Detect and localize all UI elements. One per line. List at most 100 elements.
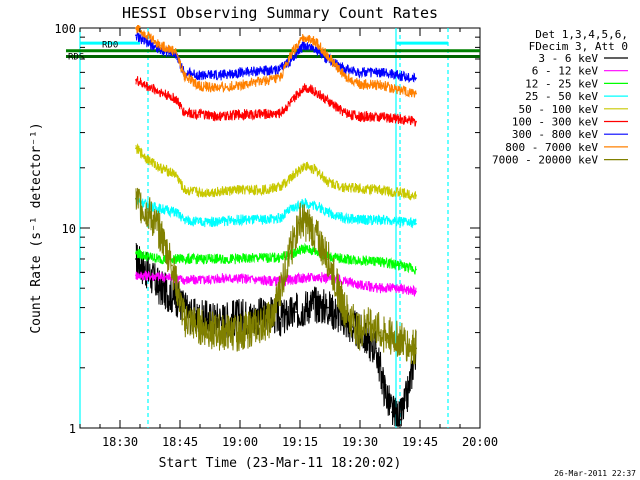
series-trace (135, 242, 417, 275)
legend-header: FDecim 3, Att 0 (529, 40, 628, 53)
data-point (399, 418, 401, 421)
data-point (343, 258, 345, 260)
data-point (287, 258, 289, 260)
data-point (183, 318, 185, 321)
data-point (299, 277, 301, 280)
data-point (379, 83, 381, 86)
data-point (315, 41, 317, 44)
data-point (399, 220, 401, 223)
plot-frame (79, 27, 481, 429)
y-tick-label: 10 (62, 222, 76, 236)
data-point (159, 90, 161, 93)
data-point (279, 217, 281, 220)
data-point (259, 218, 261, 221)
data-point (415, 194, 417, 197)
data-point (219, 87, 221, 90)
data-point (175, 258, 177, 260)
data-point (147, 158, 149, 161)
data-point (391, 411, 393, 414)
data-point (399, 287, 401, 290)
data-point (315, 250, 317, 253)
data-point (239, 277, 241, 280)
data-point (359, 83, 361, 86)
y-tick-label: 1 (69, 422, 76, 436)
data-point (143, 40, 145, 43)
data-point (199, 279, 201, 281)
rd0-label: RD0 (102, 41, 118, 51)
data-point (135, 197, 137, 200)
data-point (239, 189, 241, 191)
data-point (359, 331, 361, 334)
data-point (379, 260, 381, 263)
data-point (219, 258, 221, 260)
series-layer (135, 24, 417, 427)
data-point (219, 190, 221, 193)
series-trace (135, 195, 417, 229)
timestamp: 26-Mar-2011 22:37 (554, 469, 636, 478)
data-point (303, 44, 305, 47)
data-point (239, 113, 241, 116)
data-point (183, 218, 185, 221)
x-tick-label: 20:00 (462, 435, 498, 449)
legend-label: 300 - 800 keV (512, 128, 598, 141)
data-point (295, 311, 297, 313)
x-tick-label: 19:30 (342, 435, 378, 449)
x-axis: 18:30 18:45 19:00 19:15 19:30 19:45 20:00 (79, 28, 498, 449)
legend-label: 50 - 100 keV (519, 103, 599, 116)
data-point (327, 181, 329, 183)
data-point (327, 100, 329, 103)
series-50-100-kev (135, 143, 417, 201)
marker-layer: RD0 RDS (66, 28, 480, 428)
data-point (303, 247, 305, 250)
data-point (415, 77, 417, 80)
data-point (303, 36, 305, 39)
series-100-300-kev (135, 76, 417, 127)
data-point (159, 275, 161, 278)
legend: Det 1,3,4,5,6,FDecim 3, Att 03 - 6 keV6 … (492, 28, 628, 167)
data-point (415, 120, 417, 123)
data-point (407, 391, 409, 394)
data-point (183, 189, 185, 191)
legend-label: 3 - 6 keV (538, 52, 598, 65)
data-point (343, 74, 345, 77)
data-point (415, 222, 417, 225)
legend-label: 7000 - 20000 keV (492, 154, 598, 167)
data-point (311, 302, 313, 305)
data-point (135, 79, 137, 81)
data-point (415, 290, 417, 293)
data-point (415, 347, 417, 350)
legend-label: 25 - 50 keV (525, 90, 598, 103)
data-point (271, 318, 273, 321)
data-point (343, 111, 345, 113)
data-point (379, 71, 381, 74)
data-point (379, 189, 381, 191)
data-point (279, 186, 281, 189)
data-point (327, 258, 329, 260)
data-point (343, 217, 345, 220)
data-point (279, 77, 281, 80)
data-point (219, 331, 221, 334)
data-point (399, 89, 401, 91)
x-tick-label: 19:15 (282, 435, 318, 449)
data-point (315, 169, 317, 171)
data-point (183, 111, 185, 113)
data-point (239, 71, 241, 74)
data-point (315, 204, 317, 207)
data-point (303, 85, 305, 88)
data-point (375, 347, 377, 350)
data-point (399, 118, 401, 121)
data-point (135, 274, 137, 277)
legend-label: 12 - 25 keV (525, 77, 598, 90)
data-point (143, 31, 145, 34)
data-point (259, 70, 261, 72)
data-point (219, 220, 221, 223)
data-point (299, 218, 301, 221)
legend-label: 800 - 7000 keV (505, 141, 598, 154)
series-7000-20000-kev (135, 187, 417, 365)
data-point (239, 331, 241, 334)
series-trace (135, 187, 417, 365)
data-point (219, 115, 221, 118)
data-point (159, 207, 161, 210)
legend-header: Det 1,3,4,5,6, (535, 28, 628, 41)
data-point (279, 68, 281, 71)
